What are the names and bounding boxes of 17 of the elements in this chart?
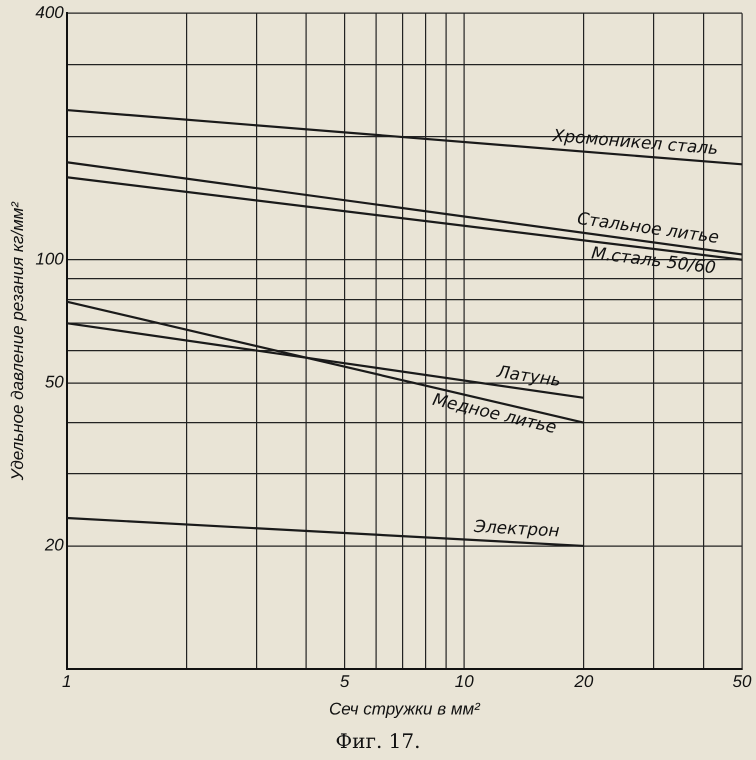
text: Латунь	[494, 362, 562, 392]
text: Медное литье	[430, 390, 558, 438]
text: М.сталь 50/60	[590, 243, 717, 278]
x-tick-label: 5	[340, 672, 350, 692]
y-axis-title: Удельное давление резания кг/мм²	[8, 200, 27, 482]
x-tick-label: 10	[454, 672, 474, 692]
text: Фиг. 17.	[336, 729, 420, 753]
y-tick-label: 20	[44, 536, 64, 555]
y-tick-label: 400	[35, 2, 64, 22]
x-tick-label: 1	[62, 672, 72, 692]
series-label: Электрон	[472, 516, 560, 542]
x-tick-label: 20	[573, 672, 594, 692]
y-tick-label: 50	[44, 372, 64, 392]
y-tick-label: 100	[35, 249, 64, 268]
x-axis-title: Сеч стружки в мм²	[328, 700, 482, 719]
series-label: Хромоникел сталь	[551, 126, 719, 160]
x-tick-label: 50	[732, 672, 752, 692]
